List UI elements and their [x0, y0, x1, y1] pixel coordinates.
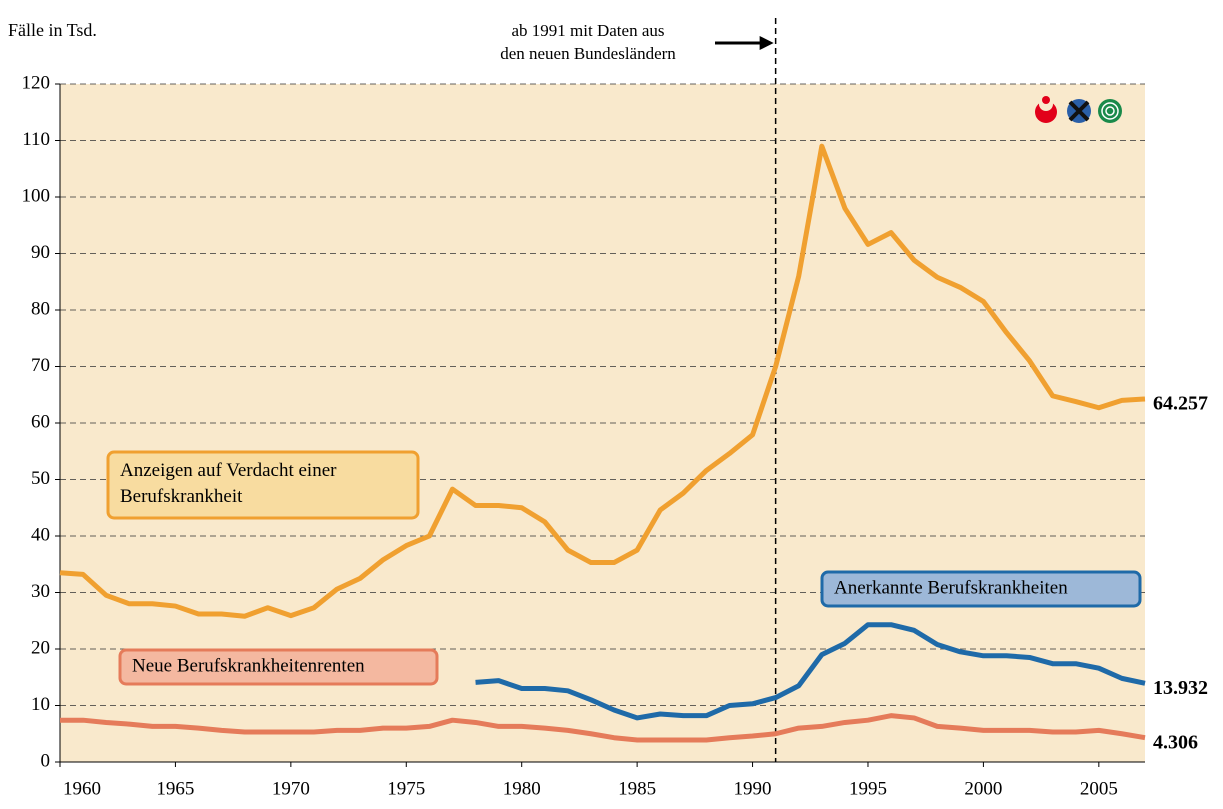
x-tick-label: 1980 — [503, 778, 541, 799]
y-tick-label: 0 — [41, 750, 51, 771]
end-label: 13.932 — [1153, 677, 1208, 699]
end-label: 4.306 — [1153, 731, 1198, 753]
annotation-text: den neuen Bundesländern — [500, 44, 676, 63]
y-axis-label: Fälle in Tsd. — [8, 20, 97, 40]
y-tick-label: 120 — [22, 72, 51, 93]
y-tick-label: 80 — [31, 298, 50, 319]
legend-box — [118, 648, 439, 686]
y-tick-label: 90 — [31, 242, 50, 263]
y-tick-label: 100 — [22, 185, 51, 206]
x-tick-label: 2005 — [1080, 778, 1118, 799]
y-tick-label: 50 — [31, 468, 50, 489]
legend-box — [106, 450, 420, 520]
y-tick-label: 20 — [31, 637, 50, 658]
legend-label: Anzeigen auf Verdacht einer Berufskrankhe… — [120, 460, 337, 507]
series-line — [475, 622, 1146, 721]
y-tick-label: 10 — [31, 694, 50, 715]
end-label: 64.257 — [1153, 393, 1208, 415]
x-tick-label: 1990 — [734, 778, 772, 799]
legend-label: Anerkannte Berufskrankheiten — [834, 577, 1068, 598]
y-tick-label: 110 — [22, 129, 50, 150]
annotation-arrowhead — [759, 36, 774, 50]
y-tick-label: 30 — [31, 581, 50, 602]
x-tick-label: 2000 — [964, 778, 1002, 799]
annotation-text: ab 1991 mit Daten aus — [512, 21, 665, 40]
y-tick-label: 60 — [31, 411, 50, 432]
logo — [1035, 96, 1122, 123]
x-tick-label: 1965 — [156, 778, 194, 799]
legend-label: Neue Berufskrankheitenrenten — [132, 655, 365, 676]
series-line — [60, 713, 1146, 743]
x-tick-label: 1985 — [618, 778, 656, 799]
x-tick-label: 1995 — [849, 778, 887, 799]
y-tick-label: 70 — [31, 355, 50, 376]
y-tick-label: 40 — [31, 524, 50, 545]
legend-box — [820, 570, 1142, 608]
x-tick-label: 1960 — [63, 778, 101, 799]
x-tick-label: 1975 — [387, 778, 425, 799]
series-line — [59, 143, 1146, 619]
x-tick-label: 1970 — [272, 778, 310, 799]
